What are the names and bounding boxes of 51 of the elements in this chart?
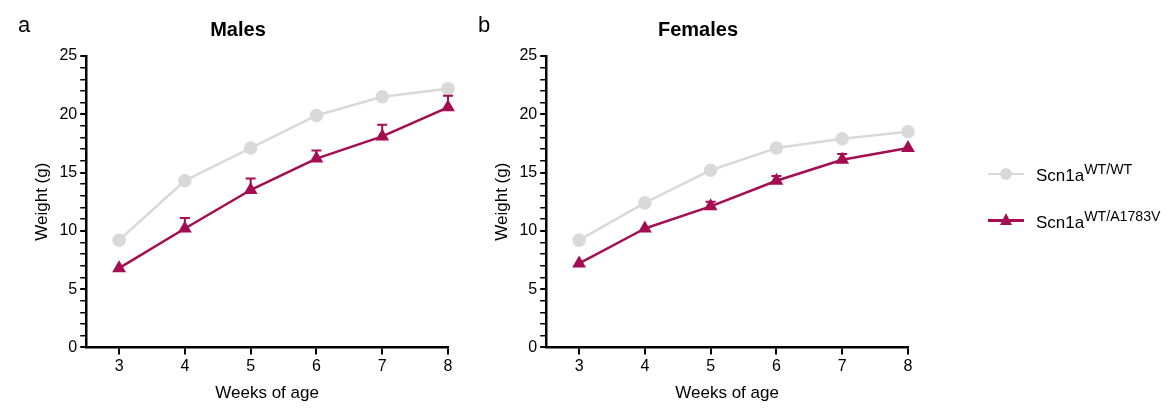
- y-tick-label: 25: [519, 46, 538, 64]
- point: [769, 141, 784, 155]
- point: [441, 81, 455, 96]
- y-tick-label: 0: [68, 337, 78, 355]
- point: [638, 221, 651, 233]
- y-tick-label: 10: [519, 221, 538, 239]
- x-tick-label: 4: [180, 357, 190, 375]
- point: [178, 221, 191, 233]
- point: [112, 233, 126, 247]
- y-tick-label: 5: [528, 279, 538, 297]
- x-tick-label: 3: [114, 357, 124, 375]
- x-tick-label: 6: [311, 357, 321, 375]
- y-tick-label: 5: [68, 279, 78, 297]
- chart-title: Females: [657, 17, 739, 40]
- y-axis-title: Weight (g): [31, 162, 51, 241]
- y-tick-label: 10: [59, 221, 78, 239]
- x-tick-label: 6: [771, 357, 781, 375]
- legend-label: Scn1a$^{WT/WT}$: [1036, 161, 1133, 186]
- point: [638, 196, 652, 210]
- point: [835, 132, 849, 146]
- y-tick-label: 20: [59, 104, 78, 122]
- point: [309, 108, 324, 123]
- x-tick-label: 8: [903, 357, 913, 375]
- y-tick-label: 25: [59, 46, 78, 64]
- text: b: [478, 12, 491, 38]
- y-axis-title: Weight (g): [491, 162, 511, 241]
- point: [572, 233, 586, 247]
- x-tick-label: 5: [706, 357, 716, 375]
- x-tick-label: 8: [443, 357, 453, 375]
- text: a: [18, 12, 31, 38]
- point: [901, 141, 915, 153]
- x-tick-label: 5: [246, 357, 256, 375]
- x-tick-label: 7: [377, 357, 387, 375]
- point: [244, 183, 257, 195]
- point: [243, 141, 258, 155]
- x-tick-label: 3: [574, 357, 584, 375]
- point: [573, 256, 586, 268]
- x-axis-title: Weeks of age: [675, 383, 779, 403]
- x-tick-label: 4: [640, 357, 650, 375]
- point: [113, 261, 126, 273]
- y-tick-label: 0: [528, 337, 538, 355]
- y-tick-label: 15: [519, 162, 538, 180]
- point: [703, 163, 718, 177]
- legend-label: Scn1a$^{WT/A1783V}$: [1036, 208, 1161, 233]
- point: [375, 90, 389, 104]
- chart-title: Males: [210, 17, 266, 40]
- point: [901, 125, 915, 139]
- y-tick-label: 15: [59, 162, 78, 180]
- x-tick-label: 7: [837, 357, 847, 375]
- y-tick-label: 20: [519, 104, 538, 122]
- x-axis-title: Weeks of age: [215, 383, 319, 403]
